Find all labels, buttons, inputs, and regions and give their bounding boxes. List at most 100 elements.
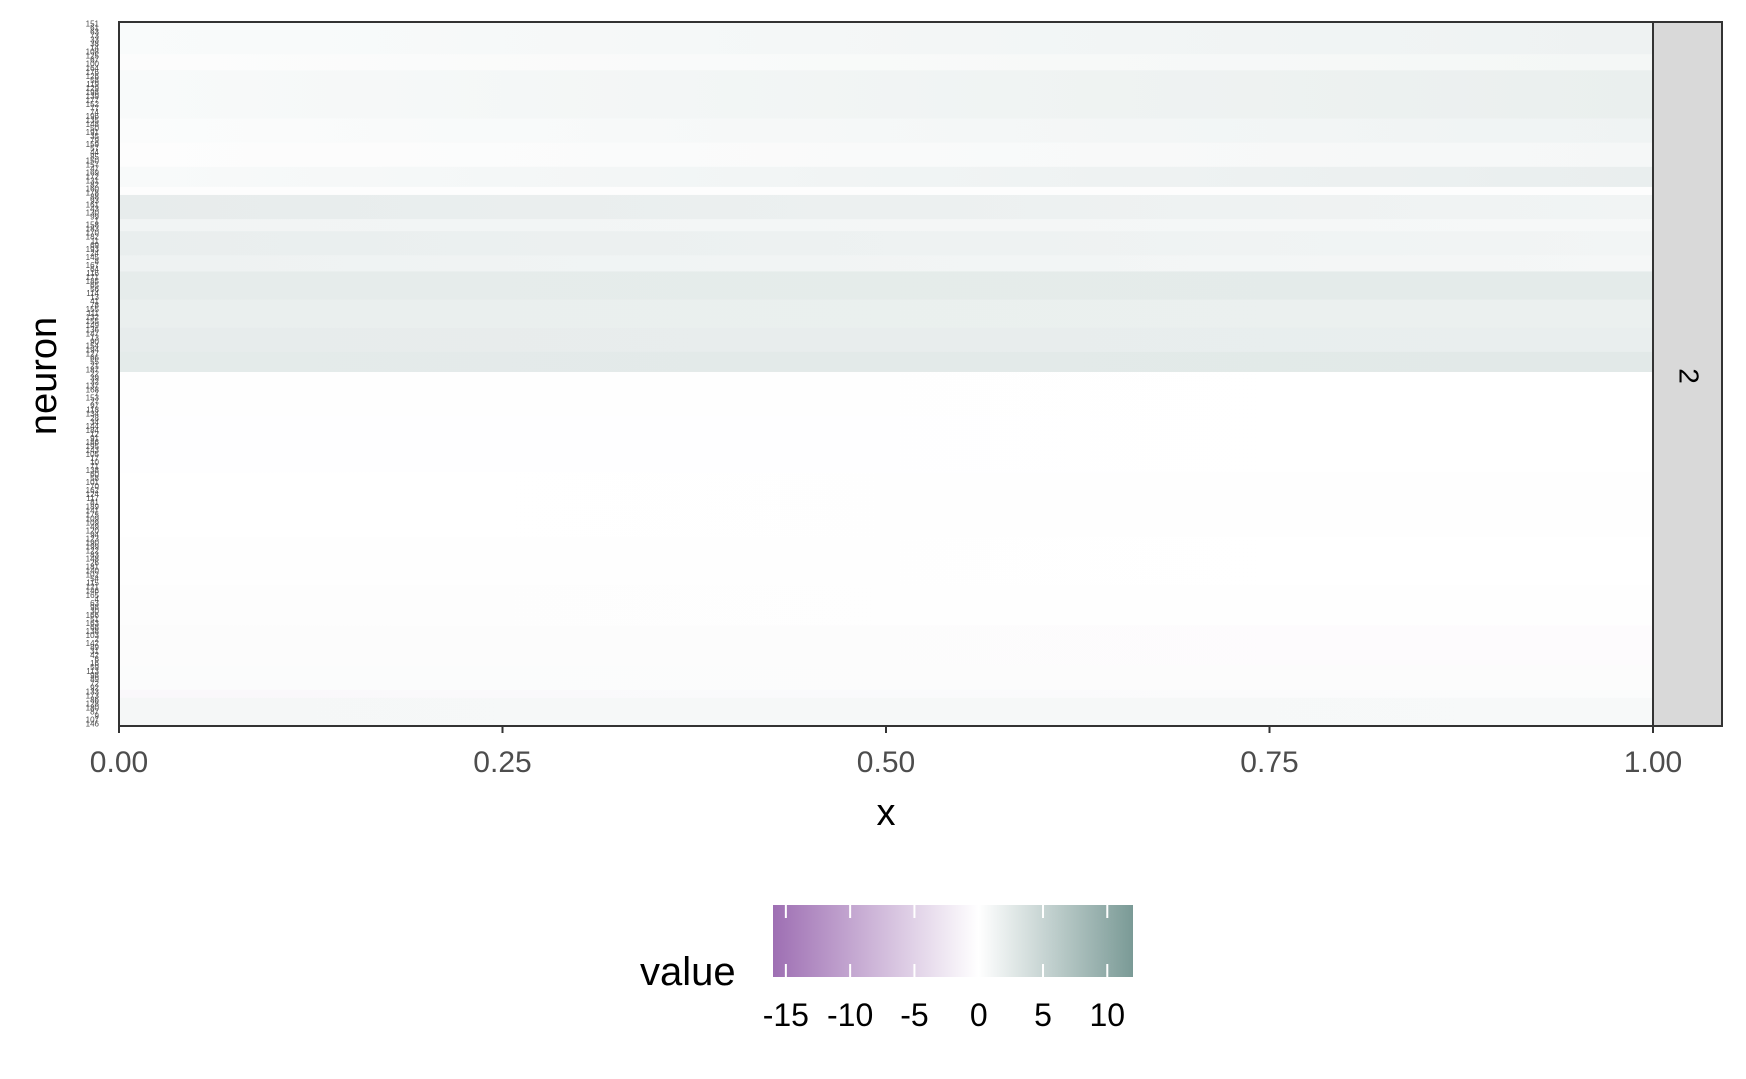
y-tick-label: 79 xyxy=(90,136,99,145)
heatmap-row-14 xyxy=(119,46,1653,51)
y-tick-label: 59 xyxy=(90,663,99,672)
heatmap-row-133 xyxy=(119,689,1653,695)
heatmap-row-139 xyxy=(119,94,1653,99)
y-tick-label: 198 xyxy=(86,88,100,97)
heatmap-row-170 xyxy=(119,231,1653,236)
heatmap-row-58 xyxy=(119,78,1653,83)
y-tick-label: 109 xyxy=(86,514,100,523)
heatmap-row-10 xyxy=(119,460,1653,466)
y-tick-label: 169 xyxy=(86,168,100,177)
heatmap-row-118 xyxy=(119,408,1653,413)
y-tick-label: 77 xyxy=(90,104,99,113)
heatmap-row-131 xyxy=(119,178,1653,184)
y-tick-label: 2 xyxy=(95,635,100,644)
heatmap-row-91 xyxy=(119,436,1653,441)
heatmap-row-184 xyxy=(119,428,1653,433)
y-tick-label: 145 xyxy=(86,253,100,262)
y-tick-label: 28 xyxy=(90,414,99,423)
heatmap-row-1 xyxy=(119,219,1653,224)
legend-tick-label: 10 xyxy=(1089,997,1125,1033)
heatmap-row-38 xyxy=(119,42,1653,47)
heatmap-row-72 xyxy=(119,681,1653,687)
heatmap-row-171 xyxy=(119,275,1653,280)
heatmap-row-101 xyxy=(119,480,1653,486)
y-tick-label: 159 xyxy=(86,140,100,149)
y-tick-label: 90 xyxy=(90,337,99,346)
heatmap-row-122 xyxy=(119,548,1653,554)
y-tick-label: 16 xyxy=(90,659,99,668)
y-tick-label: 22 xyxy=(90,370,99,379)
y-tick-label: 89 xyxy=(90,675,99,684)
heatmap-row-8 xyxy=(119,259,1653,264)
facet-strip-label: 2 xyxy=(1674,368,1705,384)
y-tick-label: 151 xyxy=(86,20,100,29)
heatmap-row-198 xyxy=(119,90,1653,95)
heatmap-panel xyxy=(118,21,1654,727)
y-tick-label: 12 xyxy=(90,430,99,439)
y-tick-label: 24 xyxy=(90,249,99,258)
y-tick-label: 94 xyxy=(90,530,99,539)
heatmap-row-108 xyxy=(119,50,1653,55)
y-tick-label: 195 xyxy=(86,442,100,451)
y-tick-label: 162 xyxy=(86,486,100,495)
heatmap-row-142 xyxy=(119,641,1653,647)
y-tick-label: 1 xyxy=(95,217,100,226)
y-tick-label: 157 xyxy=(86,160,100,169)
y-tick-label: 67 xyxy=(90,56,99,65)
heatmap-row-63 xyxy=(119,30,1653,35)
y-tick-label: 147 xyxy=(86,329,100,338)
heatmap-row-26 xyxy=(119,561,1653,566)
y-tick-label: 41 xyxy=(90,297,99,306)
y-tick-label: 152 xyxy=(86,100,100,109)
y-tick-label: 91 xyxy=(90,434,99,443)
y-tick-label: 42 xyxy=(90,651,99,660)
y-tick-label: 115 xyxy=(86,579,99,588)
y-tick-label: 27 xyxy=(90,398,99,407)
heatmap-row-41 xyxy=(119,299,1653,305)
y-tick-label: 161 xyxy=(86,201,100,210)
heatmap-row-127 xyxy=(119,351,1653,357)
y-tick-label: 81 xyxy=(90,498,99,507)
legend-tick-label: -15 xyxy=(763,997,809,1033)
heatmap-row-172 xyxy=(119,174,1653,180)
heatmap-row-51 xyxy=(119,617,1653,622)
heatmap-row-78 xyxy=(119,303,1653,309)
heatmap-row-43 xyxy=(119,207,1653,212)
y-tick-label: 155 xyxy=(86,305,100,314)
heatmap-row-146 xyxy=(119,721,1653,727)
heatmap-row-130 xyxy=(119,211,1653,216)
y-tick-label: 107 xyxy=(86,715,100,724)
heatmap-row-155 xyxy=(119,319,1653,325)
heatmap-row-93 xyxy=(119,199,1653,204)
heatmap-row-34 xyxy=(119,420,1653,425)
heatmap-row-196 xyxy=(119,114,1653,120)
heatmap-row-103 xyxy=(119,633,1653,638)
heatmap-row-88 xyxy=(119,194,1653,200)
heatmap-row-146 xyxy=(119,589,1653,594)
y-tick-label: 17 xyxy=(90,454,99,463)
heatmap-row-24 xyxy=(119,251,1653,256)
y-tick-label: 120 xyxy=(86,526,100,535)
heatmap-row-50 xyxy=(119,126,1653,132)
heatmap-row-176 xyxy=(119,70,1653,75)
heatmap-row-47 xyxy=(119,166,1653,172)
heatmap-cells xyxy=(119,22,1653,727)
heatmap-row-102 xyxy=(119,573,1653,578)
y-tick-label: 100 xyxy=(86,60,100,69)
y-tick-label: 135 xyxy=(86,116,100,125)
y-tick-label: 165 xyxy=(86,591,100,600)
y-tick-label: 34 xyxy=(90,418,99,427)
y-tick-label: 131 xyxy=(86,176,100,185)
y-tick-label: 49 xyxy=(90,522,99,531)
y-tick-label: 139 xyxy=(86,92,100,101)
y-tick-label: 119 xyxy=(86,80,99,89)
heatmap-row-145 xyxy=(119,255,1653,260)
x-tick-label: 0.75 xyxy=(1240,746,1298,779)
y-tick-label: 82 xyxy=(90,180,99,189)
heatmap-row-194 xyxy=(119,347,1653,353)
legend-tick-label: 5 xyxy=(1034,997,1052,1033)
heatmap-row-27 xyxy=(119,400,1653,405)
heatmap-row-177 xyxy=(119,98,1653,103)
heatmap-row-54 xyxy=(119,577,1653,582)
heatmap-row-140 xyxy=(119,569,1653,574)
